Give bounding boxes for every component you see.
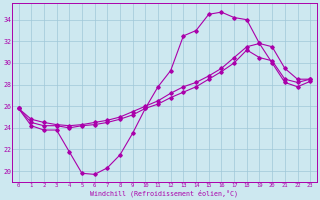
X-axis label: Windchill (Refroidissement éolien,°C): Windchill (Refroidissement éolien,°C): [90, 189, 238, 197]
